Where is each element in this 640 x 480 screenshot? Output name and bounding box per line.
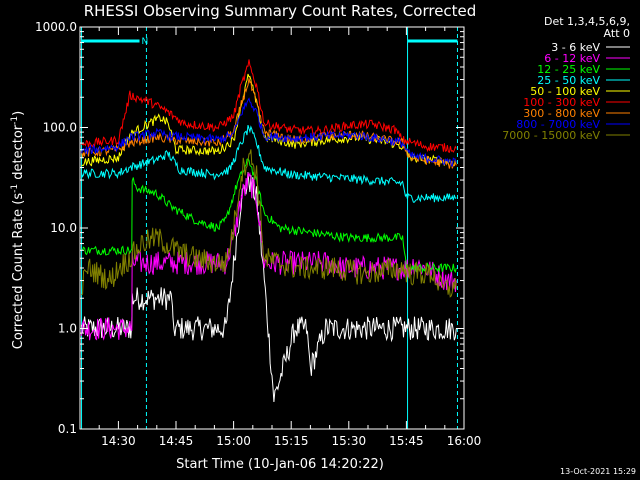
series-line-7 — [81, 97, 457, 168]
series-line-0 — [81, 171, 457, 403]
y-tick-label: 10.0 — [50, 221, 77, 235]
y-tick-label: 1000.0 — [35, 20, 77, 34]
plot-area: N — [81, 27, 458, 429]
legend-label-5: 100 - 300 keV — [523, 96, 600, 109]
y-axis-label-mid: detector — [11, 124, 26, 184]
legend-header-attenuator: Att 0 — [604, 27, 630, 40]
series-line-8 — [81, 149, 457, 298]
x-tick-label: 15:15 — [274, 434, 309, 448]
series-line-5 — [81, 59, 457, 154]
x-tick-label: 14:45 — [159, 434, 194, 448]
y-axis-label-end: ) — [11, 111, 26, 116]
y-axis-label-main: Corrected Count Rate (s — [11, 193, 26, 350]
series-line-2 — [81, 158, 457, 274]
footer-date: 13-Oct-2021 15:29 — [560, 467, 636, 476]
series-line-3 — [81, 124, 457, 203]
y-axis-label-sup2: -1 — [10, 116, 20, 125]
legend-label-4: 50 - 100 keV — [530, 85, 600, 98]
series-line-6 — [81, 78, 457, 169]
legend-label-2: 12 - 25 keV — [537, 63, 600, 76]
legend-label-8: 7000 - 15000 keV — [502, 129, 600, 142]
x-axis-label: Start Time (10-Jan-06 14:20:22) — [176, 457, 384, 472]
axes: 1000.0 100.0 10.0 1.0 0.1 14:30 14:45 15:00 15:1… — [35, 20, 481, 448]
x-tick-label: 16:00 — [447, 434, 482, 448]
x-tick-label: 15:00 — [216, 434, 251, 448]
y-tick-label: 1.0 — [58, 322, 77, 336]
legend-label-3: 25 - 50 keV — [537, 74, 600, 87]
legend-label-7: 800 - 7000 keV — [516, 118, 600, 131]
x-tick-label: 14:30 — [101, 434, 136, 448]
y-axis-label: Corrected Count Rate (s-1 detector-1) — [10, 111, 26, 349]
y-axis-label-sup: -1 — [10, 184, 20, 193]
y-tick-label: 0.1 — [58, 422, 77, 436]
legend-label-0: 3 - 6 keV — [551, 41, 600, 54]
chart-title: RHESSI Observing Summary Count Rates, Co… — [84, 2, 477, 20]
legend-label-1: 6 - 12 keV — [544, 52, 600, 65]
y-tick-label: 100.0 — [43, 121, 77, 135]
x-tick-label: 15:45 — [389, 434, 424, 448]
night-bar-label-0: N — [142, 37, 149, 47]
legend-header-detectors: Det 1,3,4,5,6,9, — [544, 15, 630, 28]
legend-label-6: 300 - 800 keV — [523, 107, 600, 120]
x-tick-label: 15:30 — [332, 434, 367, 448]
